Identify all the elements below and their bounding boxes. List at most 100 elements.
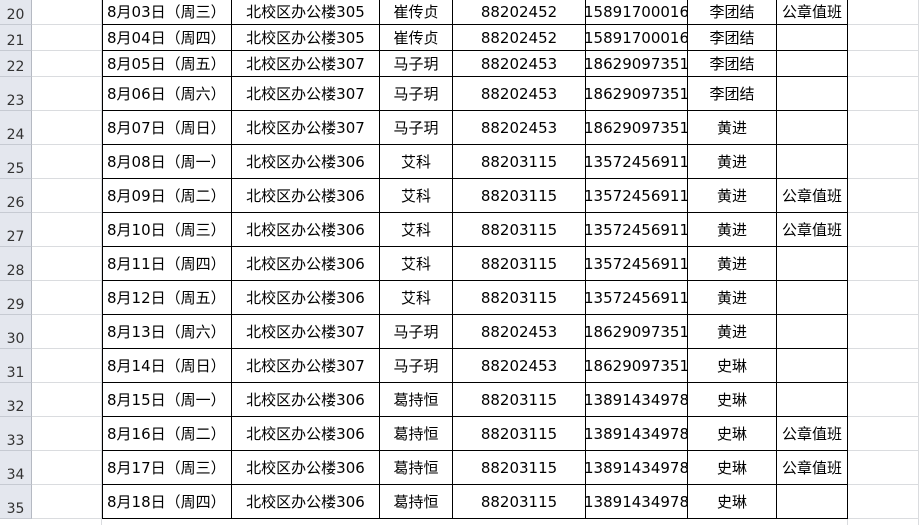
cell-date[interactable]: 8月10日（周三） [102,213,232,247]
cell-phone[interactable]: 88202452 [453,0,586,25]
cell-date[interactable]: 8月13日（周六） [102,315,232,349]
row-header[interactable]: 31 [0,349,32,383]
cell-phone[interactable]: 88203115 [453,281,586,315]
cell-date[interactable]: 8月12日（周五） [102,281,232,315]
cell-place[interactable]: 北校区办公楼306 [232,247,380,281]
cell-leader[interactable]: 黄进 [688,213,777,247]
cell-date[interactable]: 8月14日（周日） [102,349,232,383]
cell-note[interactable]: 公章值班 [777,213,848,247]
cell-mobile[interactable]: 18629097351 [586,315,688,349]
cell-place[interactable]: 北校区办公楼306 [232,451,380,485]
row-header[interactable]: 35 [0,485,32,519]
cell-note[interactable] [777,281,848,315]
cell-note[interactable] [777,145,848,179]
cell-note[interactable] [777,315,848,349]
cell-place[interactable]: 北校区办公楼305 [232,25,380,51]
cell-name[interactable]: 艾科 [380,179,453,213]
cell-place[interactable]: 北校区办公楼306 [232,213,380,247]
cell-leader[interactable]: 黄进 [688,179,777,213]
cell-leader[interactable]: 黄进 [688,247,777,281]
cell-leader[interactable]: 史琳 [688,485,777,519]
cell-note[interactable]: 公章值班 [777,451,848,485]
cell-leader[interactable]: 黄进 [688,315,777,349]
cell-place[interactable]: 北校区办公楼306 [232,179,380,213]
cell-mobile[interactable]: 18629097351 [586,349,688,383]
cell-phone[interactable]: 88203115 [453,451,586,485]
cell-date[interactable]: 8月05日（周五） [102,51,232,77]
cell-phone[interactable]: 88202453 [453,349,586,383]
cell-leader[interactable]: 李团结 [688,51,777,77]
cell-date[interactable]: 8月04日（周四） [102,25,232,51]
row-header[interactable]: 34 [0,451,32,485]
cell-mobile[interactable]: 13891434978 [586,485,688,519]
cell-name[interactable]: 马子玥 [380,51,453,77]
cell-note[interactable]: 公章值班 [777,179,848,213]
cell-mobile[interactable]: 15891700016 [586,0,688,25]
cell-phone[interactable]: 88203115 [453,213,586,247]
cell-date[interactable]: 8月03日（周三） [102,0,232,25]
cell-leader[interactable]: 李团结 [688,25,777,51]
cell-mobile[interactable]: 18629097351 [586,51,688,77]
cell-place[interactable]: 北校区办公楼307 [232,349,380,383]
cell-place[interactable]: 北校区办公楼307 [232,77,380,111]
cell-note[interactable] [777,485,848,519]
cell-mobile[interactable]: 13572456911 [586,145,688,179]
cell-date[interactable]: 8月16日（周二） [102,417,232,451]
cell-note[interactable] [777,111,848,145]
cell-place[interactable]: 北校区办公楼307 [232,111,380,145]
cell-place[interactable]: 北校区办公楼306 [232,383,380,417]
cell-leader[interactable]: 史琳 [688,451,777,485]
row-header[interactable]: 25 [0,145,32,179]
cell-date[interactable]: 8月08日（周一） [102,145,232,179]
cell-leader[interactable]: 黄进 [688,111,777,145]
cell-note[interactable] [777,349,848,383]
cell-note[interactable] [777,51,848,77]
row-header[interactable]: 20 [0,0,32,25]
cell-name[interactable]: 马子玥 [380,349,453,383]
cell-mobile[interactable]: 13891434978 [586,451,688,485]
cell-name[interactable]: 葛持恒 [380,451,453,485]
cell-mobile[interactable]: 13891434978 [586,417,688,451]
row-header[interactable]: 30 [0,315,32,349]
cell-note[interactable] [777,383,848,417]
cell-phone[interactable]: 88202453 [453,51,586,77]
cell-name[interactable]: 艾科 [380,281,453,315]
cell-phone[interactable]: 88203115 [453,485,586,519]
cell-name[interactable]: 艾科 [380,145,453,179]
cell-phone[interactable]: 88202453 [453,77,586,111]
cell-name[interactable]: 崔传贞 [380,25,453,51]
cell-place[interactable]: 北校区办公楼306 [232,417,380,451]
cell-name[interactable]: 马子玥 [380,315,453,349]
cell-phone[interactable]: 88203115 [453,383,586,417]
cell-note[interactable]: 公章值班 [777,417,848,451]
cell-date[interactable]: 8月11日（周四） [102,247,232,281]
cell-leader[interactable]: 史琳 [688,383,777,417]
cell-mobile[interactable]: 18629097351 [586,111,688,145]
cell-name[interactable]: 葛持恒 [380,485,453,519]
cell-name[interactable]: 葛持恒 [380,417,453,451]
cell-phone[interactable]: 88202453 [453,315,586,349]
cell-mobile[interactable]: 13572456911 [586,247,688,281]
cell-mobile[interactable]: 13572456911 [586,179,688,213]
cell-phone[interactable]: 88203115 [453,145,586,179]
cell-place[interactable]: 北校区办公楼305 [232,0,380,25]
cell-date[interactable]: 8月09日（周二） [102,179,232,213]
cell-mobile[interactable]: 13891434978 [586,383,688,417]
cell-phone[interactable]: 88202453 [453,111,586,145]
cell-name[interactable]: 艾科 [380,213,453,247]
cell-phone[interactable]: 88203115 [453,179,586,213]
row-header[interactable]: 32 [0,383,32,417]
cell-mobile[interactable]: 15891700016 [586,25,688,51]
cell-note[interactable] [777,77,848,111]
cell-date[interactable]: 8月15日（周一） [102,383,232,417]
cell-note[interactable] [777,25,848,51]
cell-phone[interactable]: 88203115 [453,247,586,281]
cell-date[interactable]: 8月18日（周四） [102,485,232,519]
row-header[interactable]: 21 [0,25,32,51]
row-header[interactable]: 28 [0,247,32,281]
cell-date[interactable]: 8月07日（周日） [102,111,232,145]
cell-mobile[interactable]: 13572456911 [586,213,688,247]
cell-date[interactable]: 8月17日（周三） [102,451,232,485]
cell-leader[interactable]: 李团结 [688,77,777,111]
cell-name[interactable]: 葛持恒 [380,383,453,417]
